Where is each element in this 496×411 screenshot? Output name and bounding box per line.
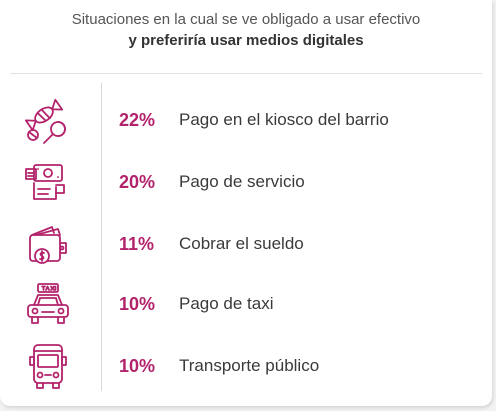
table-row: 10% Transporte público (0, 339, 492, 395)
table-row: 10% Pago de taxi (0, 277, 492, 333)
row-label: Pago de servicio (179, 172, 305, 191)
table-row: 11% Cobrar el sueldo (0, 217, 492, 273)
table-row: 20% Pago de servicio (0, 155, 492, 211)
bill-payment-icon (20, 159, 76, 207)
infographic-card: Situaciones en la cual se ve obligado a … (0, 0, 492, 406)
chart-title: Situaciones en la cual se ve obligado a … (0, 9, 492, 51)
table-row: 22% Pago en el kiosco del barrio (0, 93, 492, 149)
row-label: Pago de taxi (179, 294, 274, 313)
title-divider (10, 73, 482, 74)
candy-lollipop-icon (20, 97, 76, 145)
wallet-coin-icon (20, 221, 76, 269)
chart-title-line1: Situaciones en la cual se ve obligado a … (71, 11, 421, 28)
percentage-value: 22% (119, 110, 156, 130)
row-label: Pago en el kiosco del barrio (179, 110, 389, 129)
percentage-value: 11% (119, 234, 155, 254)
percentage-value: 10% (119, 294, 156, 314)
row-label: Cobrar el sueldo (179, 234, 304, 253)
taxi-icon (20, 281, 76, 329)
chart-title-line2: y preferiría usar medios digitales (128, 32, 364, 49)
icon-column-divider (101, 83, 102, 391)
bus-icon (20, 343, 76, 391)
row-label: Transporte público (179, 356, 320, 375)
percentage-value: 20% (119, 172, 156, 192)
percentage-value: 10% (119, 356, 156, 376)
